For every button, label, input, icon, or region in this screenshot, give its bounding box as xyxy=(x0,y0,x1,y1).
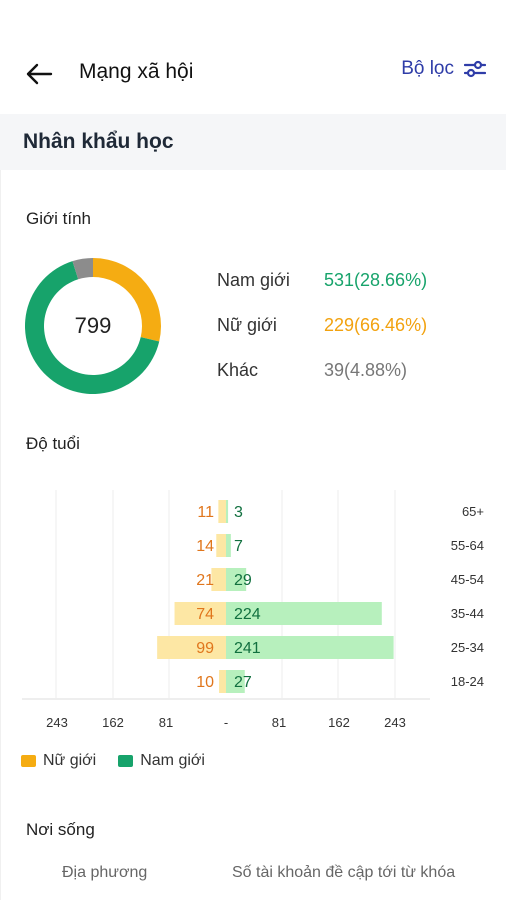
legend-swatch-female xyxy=(21,755,36,767)
bar-female xyxy=(157,636,226,659)
gender-row-male: Nam giới 531(28.66%) xyxy=(217,268,427,292)
gender-total: 799 xyxy=(74,313,112,338)
category-label: 25-34 xyxy=(451,640,484,655)
gender-row-other: Khác 39(4.88%) xyxy=(217,358,407,382)
bar-male xyxy=(226,636,394,659)
section-title: Nhân khẩu học xyxy=(23,130,174,153)
chart-legend: Nữ giới Nam giới xyxy=(21,752,205,770)
column-header-accounts: Số tài khoản đề cập tới từ khóa xyxy=(232,864,456,881)
page-title: Mạng xã hội xyxy=(79,60,194,83)
category-label: 45-54 xyxy=(451,572,484,587)
bar-female xyxy=(211,568,226,591)
bar-female xyxy=(218,500,226,523)
demographics-card xyxy=(0,170,506,900)
gender-row-female: Nữ giới 229(66.46%) xyxy=(217,313,427,337)
gender-value-male: 531(28.66%) xyxy=(324,269,428,290)
category-label: 65+ xyxy=(462,504,484,519)
data-label-female: 11 xyxy=(197,504,214,521)
bar-female xyxy=(174,602,226,625)
category-label: 18-24 xyxy=(451,674,484,689)
data-label-female: 21 xyxy=(196,572,214,589)
x-tick-label: 162 xyxy=(102,715,124,730)
filter-button[interactable]: Bộ lọc xyxy=(401,58,486,80)
donut-slice-female xyxy=(93,258,161,342)
gender-label-female: Nữ giới xyxy=(217,314,277,335)
gender-donut-chart xyxy=(24,258,161,394)
data-label-female: 10 xyxy=(196,674,214,691)
section-header xyxy=(0,114,506,170)
data-label-male: 27 xyxy=(234,674,252,691)
data-label-male: 241 xyxy=(234,640,261,657)
legend-label-female: Nữ giới xyxy=(43,752,97,769)
filter-label: Bộ lọc xyxy=(401,58,454,79)
bar-male xyxy=(226,670,245,693)
bar-female xyxy=(216,534,226,557)
gender-value-other: 39(4.88%) xyxy=(324,359,408,380)
arrow-left-icon xyxy=(26,63,53,85)
top-bar: Mạng xã hội Bộ lọc xyxy=(0,0,506,115)
gender-value-female: 229(66.46%) xyxy=(324,314,428,335)
bar-male xyxy=(226,500,229,523)
x-tick-label: 243 xyxy=(46,715,68,730)
data-label-male: 29 xyxy=(234,572,252,589)
category-label: 55-64 xyxy=(451,538,484,553)
gender-title: Giới tính xyxy=(26,209,92,228)
bar-male xyxy=(226,568,247,591)
x-tick-label: 81 xyxy=(272,715,286,730)
column-header-location: Địa phương xyxy=(62,864,148,881)
data-label-female: 74 xyxy=(196,606,214,623)
x-tick-label: 81 xyxy=(159,715,173,730)
gender-label-male: Nam giới xyxy=(217,269,290,290)
bar-male xyxy=(226,602,382,625)
legend-label-male: Nam giới xyxy=(140,752,205,769)
data-label-female: 14 xyxy=(196,538,214,555)
sliders-icon xyxy=(464,60,486,78)
residence-title: Nơi sống xyxy=(26,820,95,839)
back-button[interactable] xyxy=(20,56,58,92)
bar-male xyxy=(226,534,231,557)
age-bar-chart: 11 3 65+ 14 7 55-64 21 29 45-54 74 224 35-44 99 241 25… xyxy=(22,490,484,730)
age-title: Độ tuổi xyxy=(26,434,80,453)
data-label-male: 224 xyxy=(234,606,261,623)
legend-swatch-male xyxy=(118,755,134,767)
x-tick-label: - xyxy=(224,715,228,730)
x-tick-label: 243 xyxy=(384,715,406,730)
donut-slice-other xyxy=(72,258,93,280)
category-label: 35-44 xyxy=(451,606,484,621)
data-label-male: 7 xyxy=(234,538,243,555)
data-label-male: 3 xyxy=(234,504,243,521)
gender-label-other: Khác xyxy=(217,359,259,380)
bar-female xyxy=(219,670,226,693)
data-label-female: 99 xyxy=(196,640,214,657)
x-tick-label: 162 xyxy=(328,715,350,730)
